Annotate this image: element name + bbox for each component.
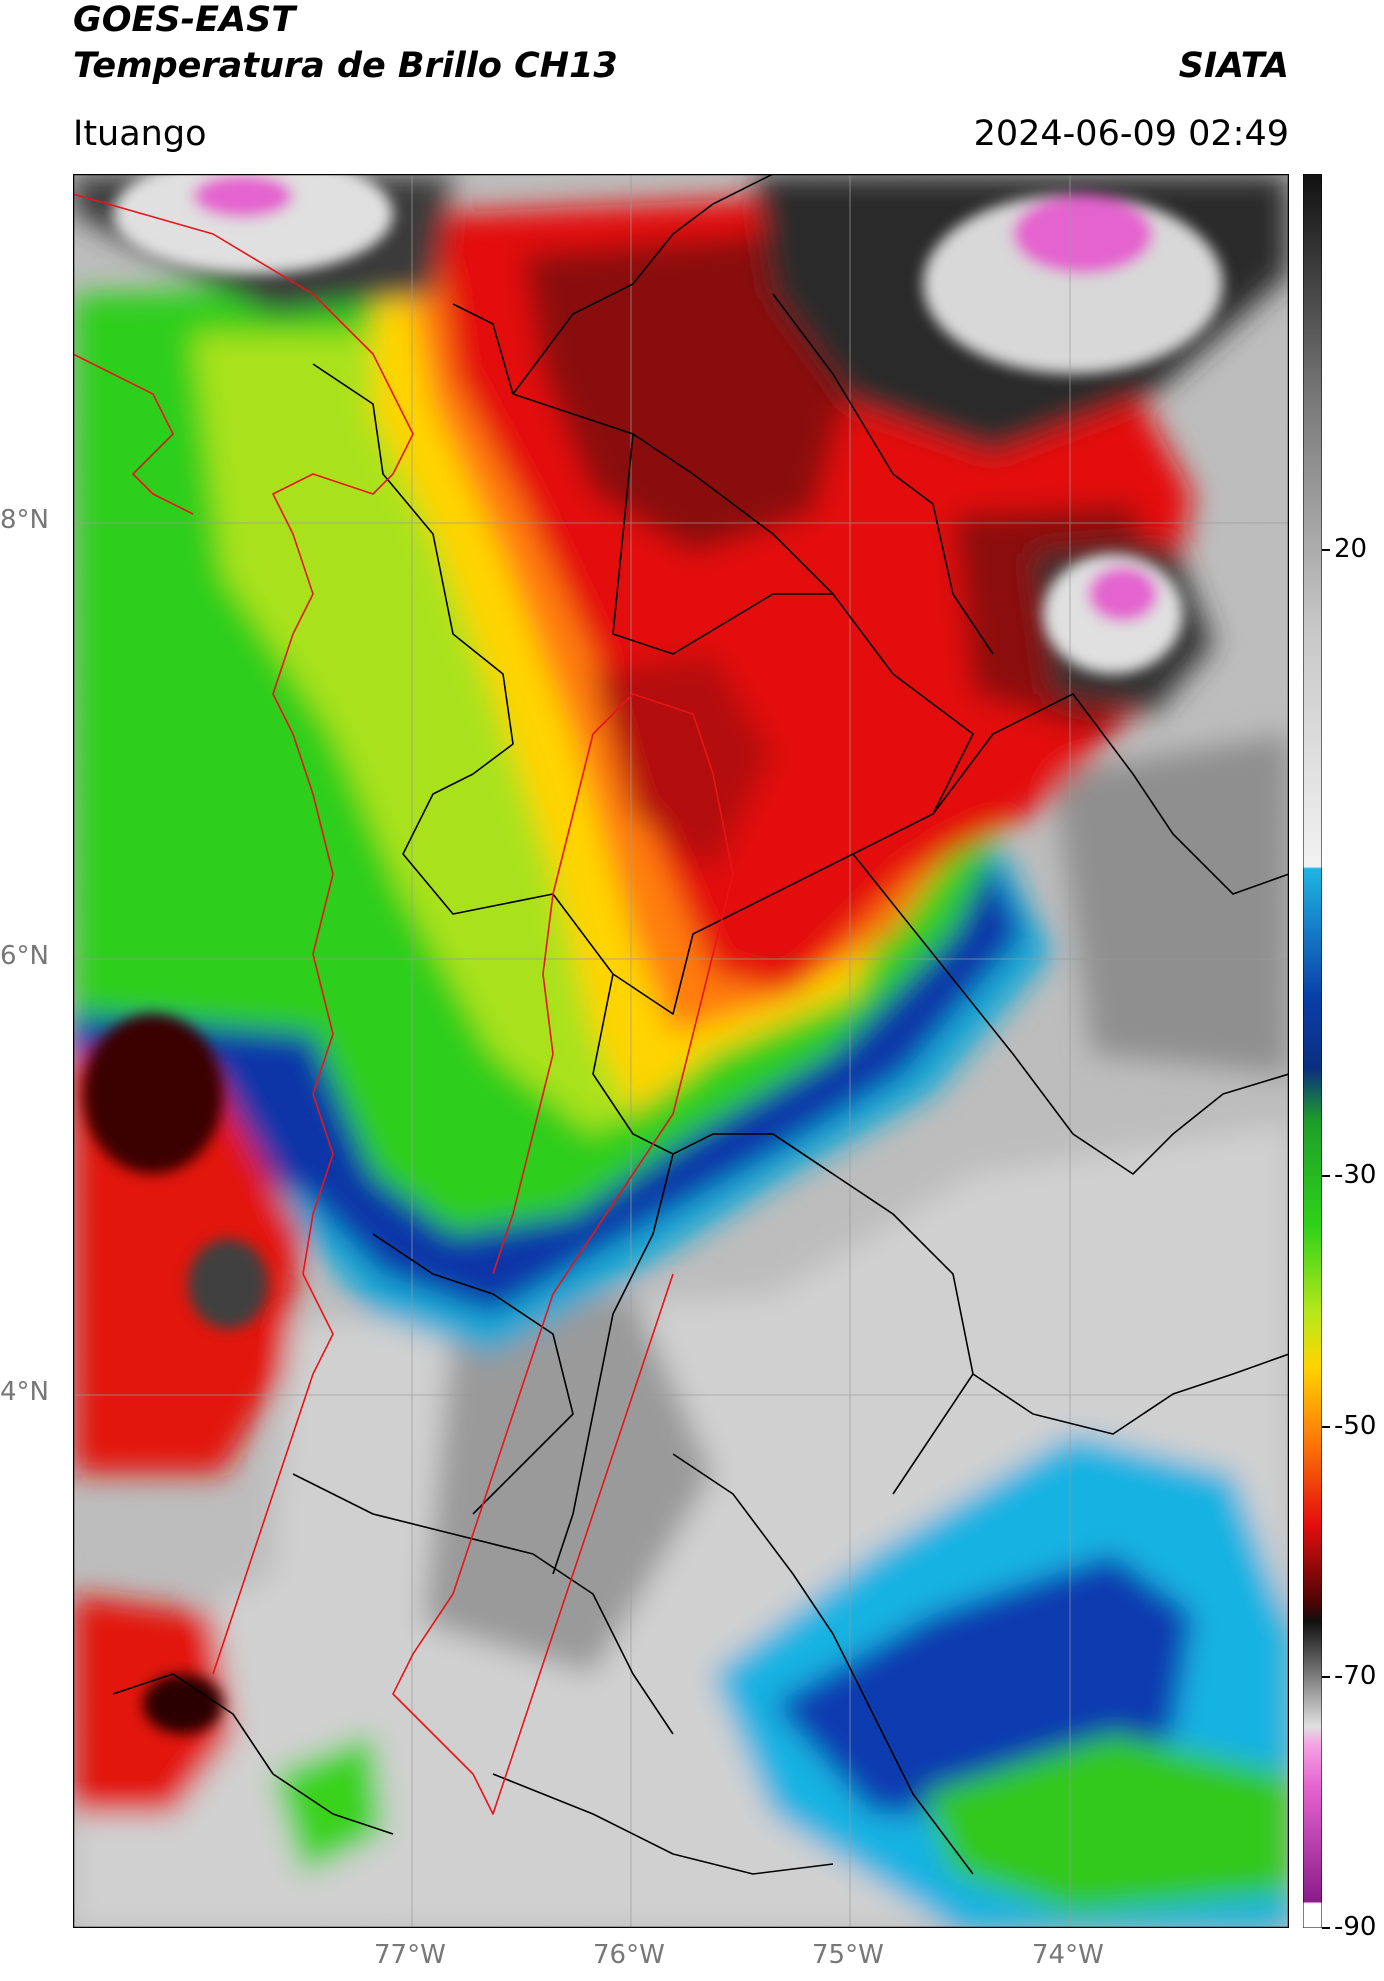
boundary-boyaca bbox=[852, 853, 1289, 1175]
region-central-west bbox=[492, 733, 594, 1275]
temperature-colorbar bbox=[1303, 174, 1322, 1928]
boundary-cauca bbox=[292, 1473, 674, 1735]
colorbar-tick-mark bbox=[1322, 1927, 1330, 1929]
cloud-southeast-green bbox=[923, 1734, 1289, 1914]
boundary-valle bbox=[372, 1233, 574, 1515]
location-label: Ituango bbox=[73, 114, 207, 154]
lon-tick-label: 74°W bbox=[1032, 1940, 1104, 1970]
grey-core-west bbox=[188, 1239, 268, 1329]
region-central bbox=[532, 693, 734, 1355]
colorbar-tick-mark bbox=[1322, 1676, 1330, 1679]
storm-small-green bbox=[273, 1734, 383, 1874]
colorbar-tick-label: -30 bbox=[1334, 1160, 1377, 1191]
colorbar-tick-label: -50 bbox=[1334, 1410, 1377, 1441]
lon-tick-label: 75°W bbox=[812, 1940, 884, 1970]
boundary-santander bbox=[932, 693, 1289, 895]
boundary-tolima bbox=[552, 1153, 674, 1575]
colorbar-tick-mark bbox=[1322, 1425, 1330, 1428]
colorbar-tick-mark bbox=[1322, 548, 1330, 551]
region-boundaries bbox=[73, 193, 734, 1815]
map-frame bbox=[73, 174, 1289, 1928]
coldest-ne bbox=[1013, 194, 1153, 274]
coldest-east bbox=[1088, 566, 1158, 622]
boundary-cundinamarca bbox=[772, 1133, 974, 1495]
dark-core-sw bbox=[143, 1674, 223, 1734]
colorbar-gradient bbox=[1303, 174, 1322, 1928]
colorbar-tick-label: -90 bbox=[1334, 1912, 1377, 1942]
brightness-temperature-map bbox=[73, 174, 1289, 1928]
lat-tick-label: 6°N bbox=[0, 941, 49, 971]
cloud-dark-red-core bbox=[523, 234, 853, 554]
datetime-label: 2024-06-09 02:49 bbox=[973, 114, 1289, 154]
cold-top-nw bbox=[113, 174, 393, 274]
cloud-dark-red-mid bbox=[593, 654, 773, 874]
product-title: GOES-EAST bbox=[73, 0, 296, 40]
cloud-field bbox=[73, 174, 1289, 1928]
lon-tick-label: 76°W bbox=[593, 1940, 665, 1970]
boundary-huila bbox=[672, 1453, 974, 1875]
colorbar-tick-label: 20 bbox=[1334, 533, 1368, 564]
coastline-gulf-uraba bbox=[73, 353, 194, 515]
dark-core-west bbox=[83, 1014, 223, 1174]
cloud-dark-grey-east bbox=[1053, 734, 1289, 1074]
lat-tick-label: 8°N bbox=[0, 505, 49, 535]
boundary-meta bbox=[972, 1353, 1289, 1435]
region-south bbox=[392, 1273, 674, 1815]
boundary-antioquia bbox=[312, 303, 974, 1015]
coastline-pacific-caribbean bbox=[73, 193, 414, 1675]
colorbar-tick-mark bbox=[1322, 1175, 1330, 1178]
boundary-nariño bbox=[112, 1673, 394, 1835]
lat-tick-label: 4°N bbox=[0, 1377, 49, 1407]
channel-title: Temperatura de Brillo CH13 bbox=[73, 46, 618, 86]
boundary-cesar bbox=[772, 293, 994, 655]
boundary-cordoba bbox=[512, 174, 774, 395]
colorbar-tick-label: -70 bbox=[1334, 1661, 1377, 1692]
graticule bbox=[73, 174, 1289, 1928]
coldest-nw bbox=[193, 174, 293, 218]
organization-label: SIATA bbox=[1178, 46, 1289, 86]
boundary-sucre-bolivar bbox=[612, 433, 833, 655]
boundary-putumayo bbox=[492, 1773, 834, 1875]
cloud-accents bbox=[83, 174, 1223, 1734]
cloud-dark-grey-south bbox=[423, 1294, 713, 1674]
lon-tick-label: 77°W bbox=[374, 1940, 446, 1970]
admin-boundaries bbox=[112, 174, 1289, 1875]
